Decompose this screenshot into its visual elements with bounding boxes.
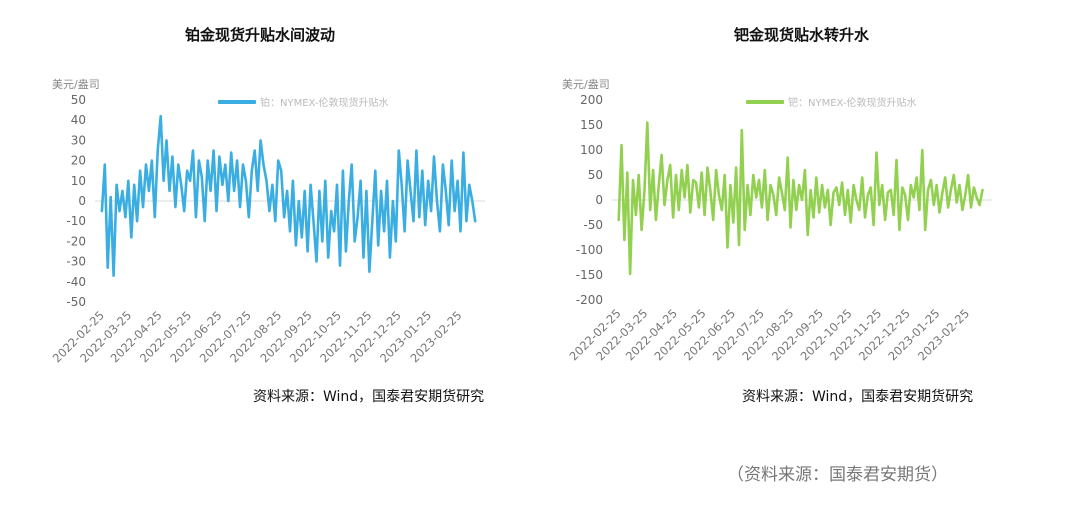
chart-1-unit-label: 美元/盎司 — [52, 78, 100, 91]
chart-2-y-tick-label: -100 — [576, 243, 603, 257]
chart-2-y-tick-label: 200 — [580, 93, 603, 107]
chart-1-y-tick-label: -40 — [66, 275, 86, 289]
chart-1-y-tick-label: -10 — [66, 214, 86, 228]
chart-2-y-tick-label: 100 — [580, 143, 603, 157]
chart-1-y-tick-label: -50 — [66, 295, 86, 309]
chart-2-y-tick-label: 50 — [588, 168, 603, 182]
chart-1-legend-label: 铂：NYMEX-伦敦现货升贴水 — [260, 98, 389, 109]
chart-2-y-tick-label: -200 — [576, 293, 603, 307]
chart-1-y-tick-label: -20 — [66, 234, 86, 248]
chart-1-y-tick-label: 30 — [71, 133, 86, 147]
chart-1-series-line — [100, 114, 477, 278]
chart-2-unit-label: 美元/盎司 — [562, 78, 610, 91]
chart-1-y-tick-label: 10 — [71, 174, 86, 188]
chart-1-legend-swatch — [218, 99, 256, 104]
chart-2-palladium-line-chart: 200150100500-50-100-150-2002022-02-25202… — [567, 93, 992, 363]
chart-2-legend-label: 钯：NYMEX-伦敦现货升贴水 — [788, 98, 917, 109]
chart-1-legend: 铂：NYMEX-伦敦现货升贴水 — [218, 94, 389, 109]
chart-1-y-tick-label: 40 — [71, 113, 86, 127]
footnote-source: （资料来源：国泰君安期货） — [727, 465, 948, 485]
chart-2-legend: 钯：NYMEX-伦敦现货升贴水 — [746, 94, 917, 109]
chart-2-y-tick-label: 150 — [580, 118, 603, 132]
chart-2-y-tick-label: -50 — [583, 218, 603, 232]
chart-1-y-tick-label: 50 — [71, 93, 86, 107]
chart-2-y-tick-label: 0 — [595, 193, 603, 207]
chart-2-y-tick-label: -150 — [576, 268, 603, 282]
chart-1-y-tick-label: 0 — [78, 194, 86, 208]
chart-1-y-tick-label: 20 — [71, 154, 86, 168]
chart-2-title: 钯金现货贴水转升水 — [734, 26, 870, 44]
chart-2-series-line — [617, 121, 984, 276]
chart-2-source: 资料来源：Wind，国泰君安期货研究 — [742, 389, 974, 405]
chart-1-title: 铂金现货升贴水间波动 — [185, 26, 336, 44]
chart-2-legend-swatch — [746, 99, 784, 104]
chart-1-platinum-line-chart: 50403020100-10-20-30-40-502022-02-252022… — [50, 93, 485, 365]
chart-1-source: 资料来源：Wind，国泰君安期货研究 — [253, 389, 485, 405]
chart-1-y-tick-label: -30 — [66, 255, 86, 269]
